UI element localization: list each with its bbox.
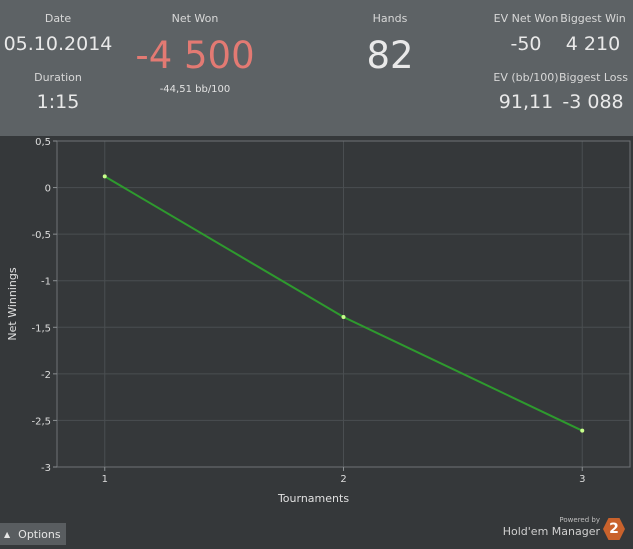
ev-net-won-value: -50: [510, 33, 542, 55]
data-point: [580, 428, 585, 433]
chart-grid: [57, 140, 630, 468]
y-axis-label: Net Winnings: [6, 267, 19, 340]
x-tick-label: 2: [340, 474, 346, 485]
series-layer: [102, 174, 585, 433]
ev-net-won-label: EV Net Won: [493, 12, 559, 25]
y-tick-label: -1: [41, 277, 51, 288]
ev-bb100-label: EV (bb/100): [493, 71, 559, 84]
x-axis-label: Tournaments: [277, 492, 349, 505]
data-point: [102, 174, 107, 179]
x-tick-label: 1: [102, 474, 108, 485]
x-axis-ticks: 1 2 3: [102, 467, 585, 485]
net-won-value: -4 500: [135, 34, 255, 77]
y-tick-label: 0,5: [35, 137, 51, 148]
powered-by-text: Powered by: [559, 516, 600, 524]
net-won-bb100: -44,51 bb/100: [159, 84, 231, 95]
y-tick-label: -1,5: [31, 323, 51, 334]
y-axis-ticks: 0,5 0 -0,5 -1 -1,5 -2 -2,5 -3: [31, 137, 57, 474]
y-tick-label: -2: [41, 370, 51, 381]
hands-value: 82: [366, 34, 414, 77]
branding: Powered by Hold'em Manager: [503, 516, 600, 538]
y-tick-label: -3: [41, 463, 51, 474]
y-tick-label: -0,5: [31, 230, 51, 241]
chart-svg: 0,5 0 -0,5 -1 -1,5 -2 -2,5 -3 1 2 3 Tournaments N…: [6, 137, 631, 505]
product-name: Hold'em Manager: [502, 525, 600, 538]
biggest-win-value: 4 210: [565, 33, 621, 55]
date-label: Date: [44, 12, 72, 25]
stats-header: Date 05.10.2014 Duration 1:15 Net Won -4…: [0, 0, 633, 136]
hm2-logo-icon: 2: [603, 518, 625, 540]
ev-bb100-value: 91,11: [498, 91, 554, 113]
date-value: 05.10.2014: [3, 33, 113, 55]
y-tick-label: -2,5: [31, 416, 51, 427]
y-tick-label: 0: [45, 184, 51, 195]
caret-up-icon: ▲: [4, 529, 11, 539]
biggest-loss-label: Biggest Loss: [559, 71, 629, 84]
options-label: Options: [18, 527, 61, 541]
biggest-loss-value: -3 088: [562, 91, 624, 113]
duration-value: 1:15: [36, 91, 80, 113]
x-tick-label: 3: [579, 474, 585, 485]
data-point: [341, 315, 346, 320]
duration-label: Duration: [34, 71, 82, 84]
biggest-win-label: Biggest Win: [560, 12, 626, 25]
net-won-label: Net Won: [171, 12, 219, 25]
net-winnings-chart: 0,5 0 -0,5 -1 -1,5 -2 -2,5 -3 1 2 3 Tournaments N…: [0, 136, 633, 545]
options-button[interactable]: ▲ Options: [0, 523, 66, 545]
hands-label: Hands: [372, 12, 408, 25]
